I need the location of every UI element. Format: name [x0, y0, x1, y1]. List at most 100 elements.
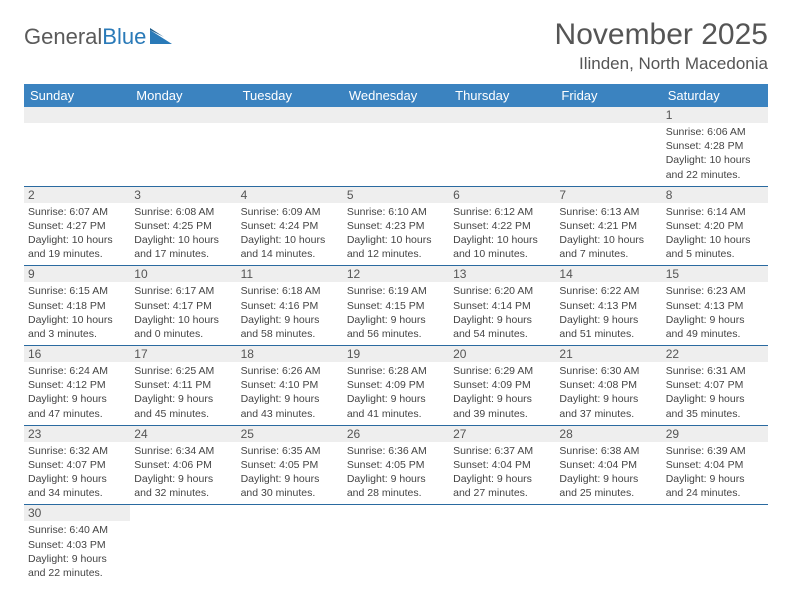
day-number: 6: [449, 187, 555, 203]
sunrise: Sunrise: 6:10 AM: [347, 205, 445, 219]
sunset: Sunset: 4:27 PM: [28, 219, 126, 233]
sunrise: Sunrise: 6:35 AM: [241, 444, 339, 458]
daylight: Daylight: 10 hours and 10 minutes.: [453, 233, 551, 261]
calendar-cell: 24Sunrise: 6:34 AMSunset: 4:06 PMDayligh…: [130, 425, 236, 505]
daylight: Daylight: 9 hours and 45 minutes.: [134, 392, 232, 420]
day-number: 26: [343, 426, 449, 442]
logo-text-1: General: [24, 24, 102, 50]
daylight: Daylight: 9 hours and 39 minutes.: [453, 392, 551, 420]
sunrise: Sunrise: 6:23 AM: [666, 284, 764, 298]
day-number: 5: [343, 187, 449, 203]
sunrise: Sunrise: 6:20 AM: [453, 284, 551, 298]
page-header: GeneralBlue November 2025 Ilinden, North…: [24, 18, 768, 74]
sunrise: Sunrise: 6:37 AM: [453, 444, 551, 458]
sunset: Sunset: 4:08 PM: [559, 378, 657, 392]
calendar-cell: 21Sunrise: 6:30 AMSunset: 4:08 PMDayligh…: [555, 346, 661, 426]
calendar-cell: [449, 505, 555, 584]
day-details: Sunrise: 6:29 AMSunset: 4:09 PMDaylight:…: [453, 364, 551, 421]
day-details: Sunrise: 6:08 AMSunset: 4:25 PMDaylight:…: [134, 205, 232, 262]
day-number: [237, 107, 343, 123]
day-number: 13: [449, 266, 555, 282]
daylight: Daylight: 10 hours and 19 minutes.: [28, 233, 126, 261]
day-details: Sunrise: 6:35 AMSunset: 4:05 PMDaylight:…: [241, 444, 339, 501]
sunset: Sunset: 4:04 PM: [666, 458, 764, 472]
calendar-cell: 16Sunrise: 6:24 AMSunset: 4:12 PMDayligh…: [24, 346, 130, 426]
calendar-cell: [24, 107, 130, 186]
calendar-cell: 26Sunrise: 6:36 AMSunset: 4:05 PMDayligh…: [343, 425, 449, 505]
daylight: Daylight: 10 hours and 12 minutes.: [347, 233, 445, 261]
calendar-cell: 6Sunrise: 6:12 AMSunset: 4:22 PMDaylight…: [449, 186, 555, 266]
sunset: Sunset: 4:09 PM: [453, 378, 551, 392]
daylight: Daylight: 10 hours and 22 minutes.: [666, 153, 764, 181]
logo-text-2: Blue: [102, 24, 146, 50]
sunrise: Sunrise: 6:32 AM: [28, 444, 126, 458]
day-details: Sunrise: 6:14 AMSunset: 4:20 PMDaylight:…: [666, 205, 764, 262]
sunset: Sunset: 4:05 PM: [347, 458, 445, 472]
day-number: 21: [555, 346, 661, 362]
sunset: Sunset: 4:18 PM: [28, 299, 126, 313]
daylight: Daylight: 9 hours and 34 minutes.: [28, 472, 126, 500]
sunrise: Sunrise: 6:17 AM: [134, 284, 232, 298]
daylight: Daylight: 9 hours and 24 minutes.: [666, 472, 764, 500]
sunset: Sunset: 4:09 PM: [347, 378, 445, 392]
sunrise: Sunrise: 6:26 AM: [241, 364, 339, 378]
sunrise: Sunrise: 6:14 AM: [666, 205, 764, 219]
day-number: [449, 505, 555, 521]
sunset: Sunset: 4:11 PM: [134, 378, 232, 392]
day-header: Friday: [555, 84, 661, 107]
day-number: 3: [130, 187, 236, 203]
day-number: 11: [237, 266, 343, 282]
calendar-cell: 7Sunrise: 6:13 AMSunset: 4:21 PMDaylight…: [555, 186, 661, 266]
day-details: Sunrise: 6:28 AMSunset: 4:09 PMDaylight:…: [347, 364, 445, 421]
day-number: [343, 107, 449, 123]
sunset: Sunset: 4:07 PM: [28, 458, 126, 472]
sunrise: Sunrise: 6:13 AM: [559, 205, 657, 219]
sunset: Sunset: 4:03 PM: [28, 538, 126, 552]
calendar-cell: [237, 107, 343, 186]
location: Ilinden, North Macedonia: [555, 54, 768, 74]
calendar-cell: 22Sunrise: 6:31 AMSunset: 4:07 PMDayligh…: [662, 346, 768, 426]
calendar-week-row: 1Sunrise: 6:06 AMSunset: 4:28 PMDaylight…: [24, 107, 768, 186]
day-details: Sunrise: 6:13 AMSunset: 4:21 PMDaylight:…: [559, 205, 657, 262]
calendar-cell: [130, 505, 236, 584]
day-details: Sunrise: 6:25 AMSunset: 4:11 PMDaylight:…: [134, 364, 232, 421]
day-number: 19: [343, 346, 449, 362]
day-header: Sunday: [24, 84, 130, 107]
logo: GeneralBlue: [24, 24, 176, 50]
daylight: Daylight: 9 hours and 27 minutes.: [453, 472, 551, 500]
sunset: Sunset: 4:20 PM: [666, 219, 764, 233]
day-details: Sunrise: 6:39 AMSunset: 4:04 PMDaylight:…: [666, 444, 764, 501]
day-number: [662, 505, 768, 521]
day-details: Sunrise: 6:37 AMSunset: 4:04 PMDaylight:…: [453, 444, 551, 501]
sunset: Sunset: 4:28 PM: [666, 139, 764, 153]
calendar-cell: 8Sunrise: 6:14 AMSunset: 4:20 PMDaylight…: [662, 186, 768, 266]
day-header: Saturday: [662, 84, 768, 107]
sunrise: Sunrise: 6:39 AM: [666, 444, 764, 458]
daylight: Daylight: 9 hours and 51 minutes.: [559, 313, 657, 341]
day-header: Monday: [130, 84, 236, 107]
day-number: 9: [24, 266, 130, 282]
day-number: [343, 505, 449, 521]
sunset: Sunset: 4:21 PM: [559, 219, 657, 233]
day-number: 27: [449, 426, 555, 442]
sunset: Sunset: 4:16 PM: [241, 299, 339, 313]
calendar-cell: 20Sunrise: 6:29 AMSunset: 4:09 PMDayligh…: [449, 346, 555, 426]
day-details: Sunrise: 6:40 AMSunset: 4:03 PMDaylight:…: [28, 523, 126, 580]
day-number: [130, 505, 236, 521]
sunset: Sunset: 4:14 PM: [453, 299, 551, 313]
day-header: Wednesday: [343, 84, 449, 107]
day-number: 1: [662, 107, 768, 123]
calendar-cell: 10Sunrise: 6:17 AMSunset: 4:17 PMDayligh…: [130, 266, 236, 346]
day-details: Sunrise: 6:07 AMSunset: 4:27 PMDaylight:…: [28, 205, 126, 262]
calendar-cell: 1Sunrise: 6:06 AMSunset: 4:28 PMDaylight…: [662, 107, 768, 186]
calendar-cell: 9Sunrise: 6:15 AMSunset: 4:18 PMDaylight…: [24, 266, 130, 346]
day-details: Sunrise: 6:17 AMSunset: 4:17 PMDaylight:…: [134, 284, 232, 341]
sunrise: Sunrise: 6:19 AM: [347, 284, 445, 298]
sunset: Sunset: 4:22 PM: [453, 219, 551, 233]
daylight: Daylight: 9 hours and 43 minutes.: [241, 392, 339, 420]
title-block: November 2025 Ilinden, North Macedonia: [555, 18, 768, 74]
calendar-cell: 28Sunrise: 6:38 AMSunset: 4:04 PMDayligh…: [555, 425, 661, 505]
day-header: Tuesday: [237, 84, 343, 107]
day-details: Sunrise: 6:09 AMSunset: 4:24 PMDaylight:…: [241, 205, 339, 262]
daylight: Daylight: 10 hours and 0 minutes.: [134, 313, 232, 341]
